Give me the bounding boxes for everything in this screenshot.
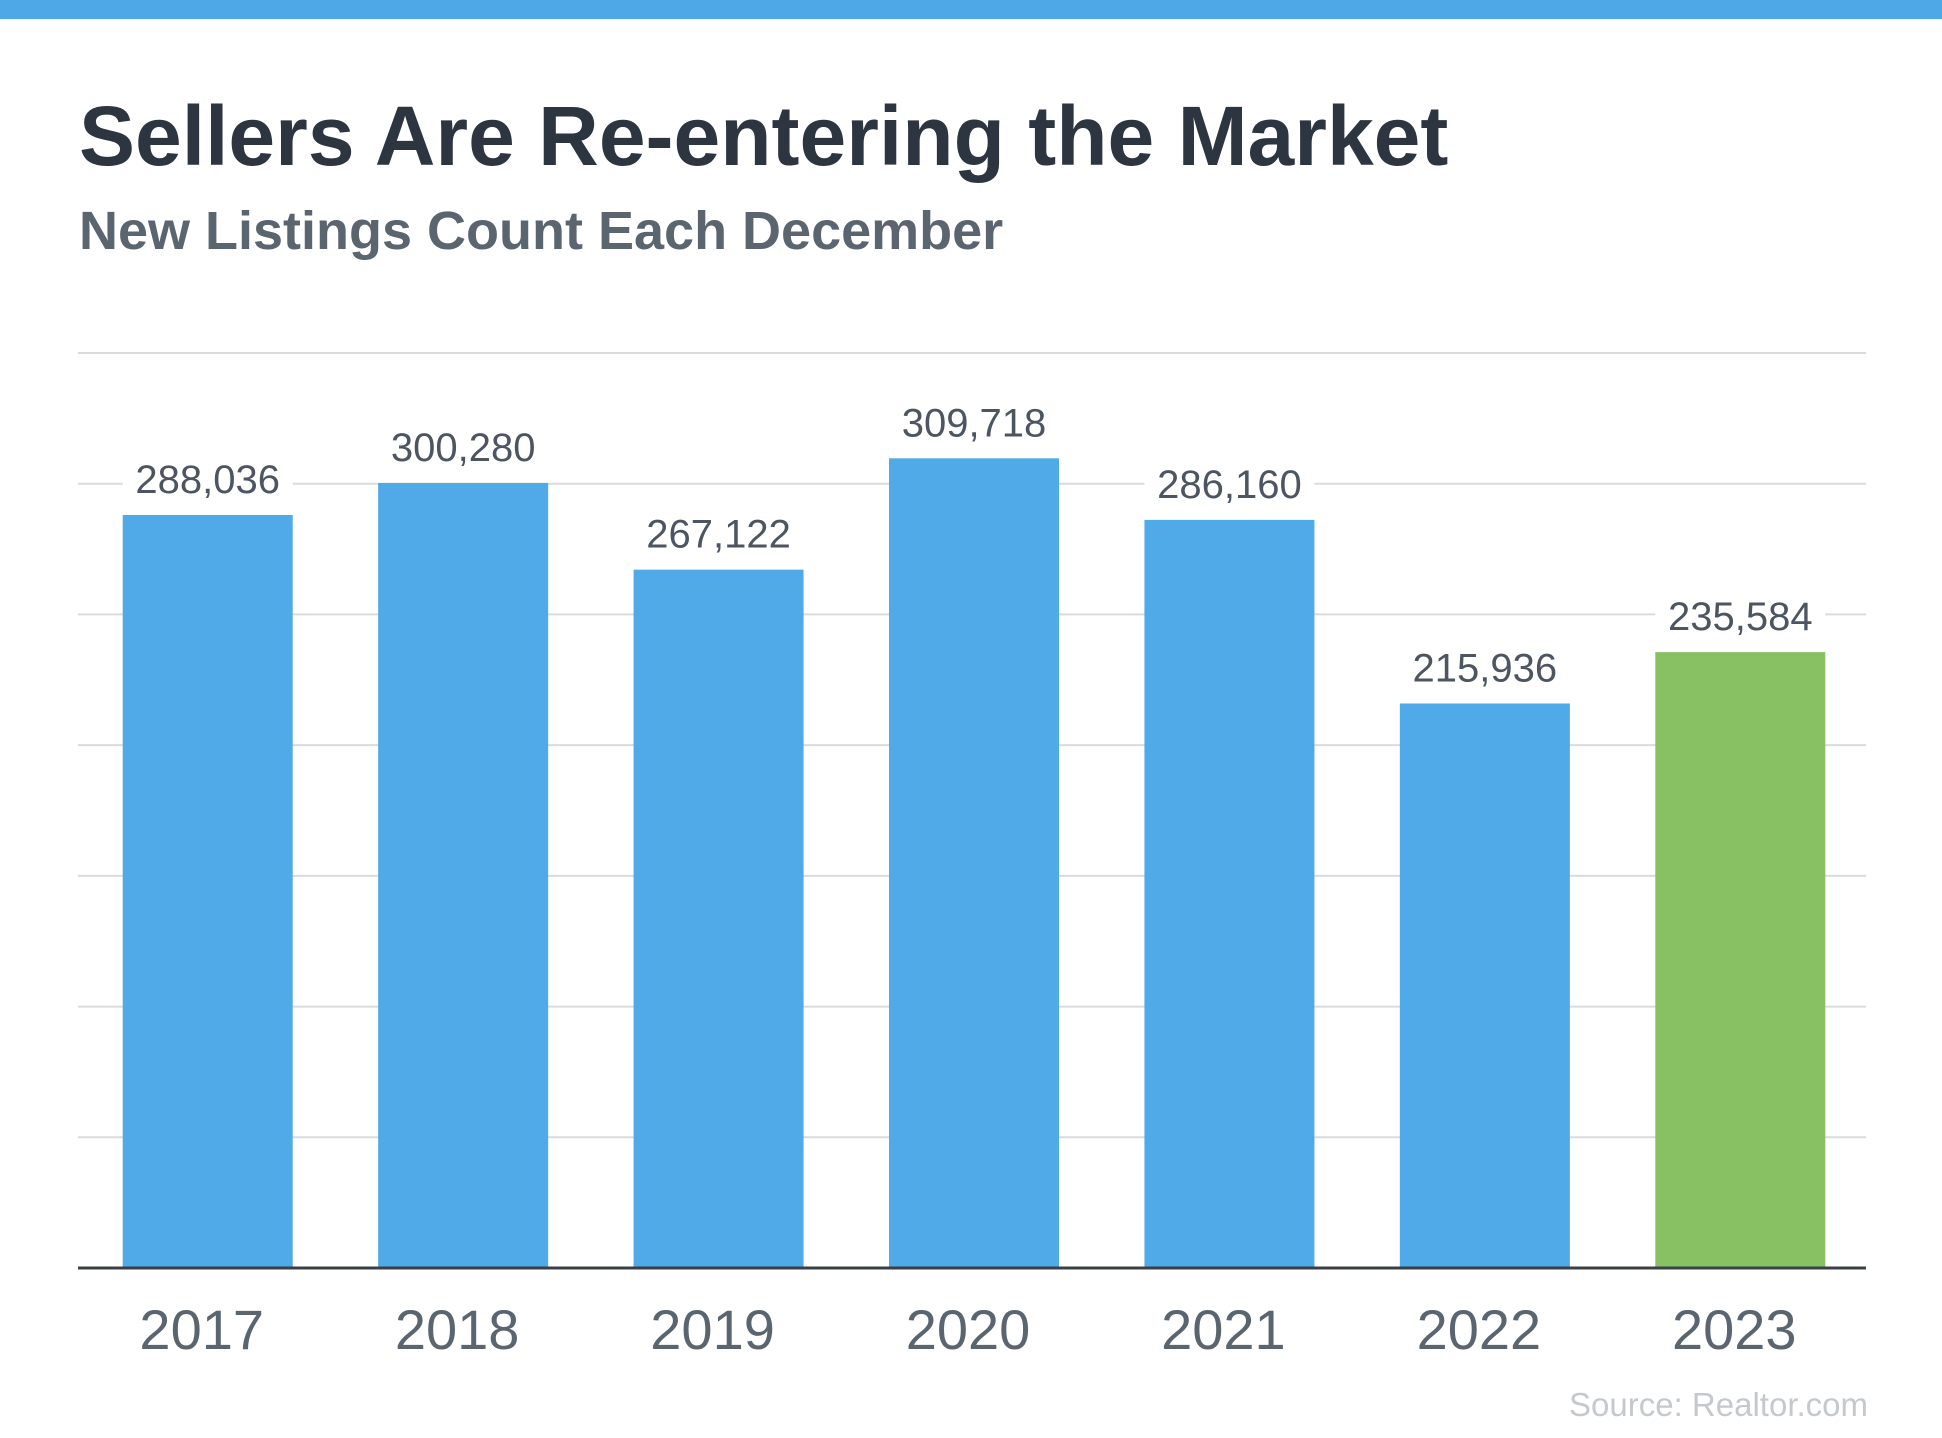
value-label-2023: 235,584 (1668, 595, 1813, 639)
tick-label-2018: 2018 (395, 1298, 520, 1361)
tick-label-2022: 2022 (1417, 1298, 1542, 1361)
value-label-2019: 267,122 (646, 513, 791, 557)
x-axis-tick-labels: 2017 2018 2019 2020 2021 2022 2023 (139, 1298, 1796, 1361)
tick-label-2020: 2020 (906, 1298, 1031, 1361)
value-label-backing (1399, 641, 1570, 692)
value-label-backing (1144, 457, 1315, 508)
value-labels: 288,036 300,280 267,122 309,718 286,160 215,9… (122, 396, 1826, 692)
bar-2021 (1144, 519, 1315, 1268)
tick-label-2021: 2021 (1161, 1298, 1286, 1361)
value-label-2018: 300,280 (391, 426, 536, 470)
source-note: Source: Realtor.com (1569, 1386, 1868, 1423)
value-label-2021: 286,160 (1157, 463, 1302, 507)
value-label-backing (1655, 590, 1826, 641)
top-accent-bar (0, 0, 1942, 19)
bar-2019 (633, 569, 804, 1268)
value-label-backing (378, 420, 549, 471)
value-label-backing (633, 507, 804, 558)
bar-2023 (1655, 652, 1826, 1268)
bar-2018 (378, 482, 549, 1268)
bar-2017 (122, 514, 293, 1268)
tick-label-2019: 2019 (650, 1298, 775, 1361)
chart-subtitle: New Listings Count Each December (79, 201, 1004, 261)
bar-2020 (889, 458, 1059, 1268)
bar-2022 (1399, 703, 1570, 1268)
value-label-2017: 288,036 (135, 458, 280, 502)
value-label-backing (889, 396, 1059, 447)
bars (122, 458, 1826, 1268)
chart-title: Sellers Are Re-entering the Market (79, 89, 1449, 183)
value-label-backing (122, 452, 293, 503)
value-label-2022: 215,936 (1413, 646, 1558, 690)
tick-label-2017: 2017 (139, 1298, 264, 1361)
value-label-2020: 309,718 (902, 401, 1047, 445)
tick-label-2023: 2023 (1672, 1298, 1797, 1361)
